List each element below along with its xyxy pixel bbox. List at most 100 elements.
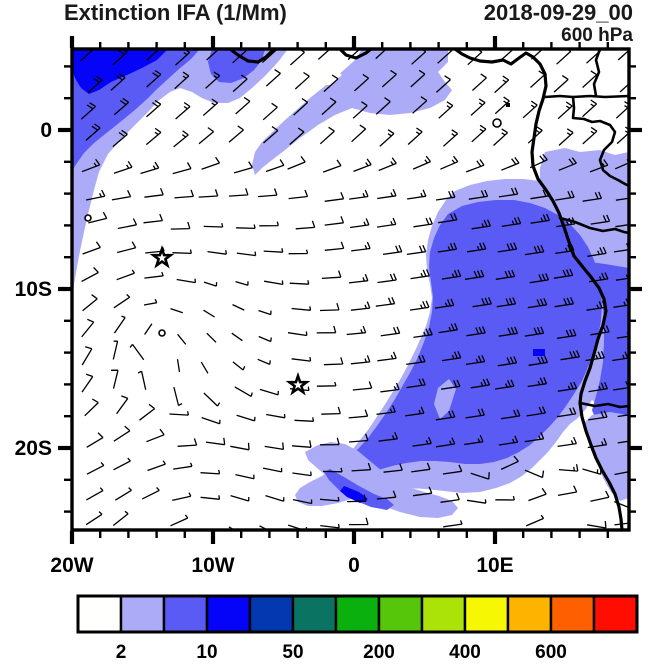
wind-barb bbox=[316, 381, 337, 387]
wind-barb bbox=[497, 242, 518, 253]
wind-barb bbox=[411, 462, 431, 473]
wind-barb bbox=[265, 494, 285, 502]
wind-barb bbox=[324, 192, 345, 202]
wind-barb bbox=[137, 370, 147, 390]
wind-barb bbox=[442, 464, 463, 475]
wind-barb bbox=[588, 410, 608, 421]
wind-barb bbox=[348, 409, 369, 419]
wind-barb bbox=[263, 280, 284, 286]
wind-barb bbox=[528, 355, 548, 366]
wind-barb bbox=[353, 158, 372, 173]
wind-barb bbox=[84, 398, 99, 417]
wind-barb bbox=[144, 323, 153, 335]
wind-barb bbox=[407, 127, 423, 145]
wind-barb bbox=[381, 69, 397, 88]
wind-barb bbox=[375, 49, 388, 60]
wind-barb bbox=[347, 49, 361, 61]
wind-barb bbox=[406, 244, 427, 256]
wind-barb bbox=[231, 332, 243, 342]
wind-barb bbox=[201, 156, 221, 170]
wind-barb bbox=[202, 98, 219, 116]
wind-barb bbox=[412, 96, 428, 114]
wind-barb bbox=[464, 435, 484, 446]
wind-barb bbox=[113, 457, 131, 471]
wind-barb bbox=[494, 75, 510, 94]
wind-barb bbox=[140, 161, 160, 175]
wind-barb bbox=[235, 280, 249, 286]
wind-barb bbox=[493, 128, 509, 146]
wind-barb bbox=[292, 498, 313, 505]
wind-barb bbox=[470, 472, 490, 480]
colorbar-tick-label: 600 bbox=[535, 642, 567, 663]
wind-barb bbox=[441, 351, 462, 362]
wind-barb bbox=[498, 187, 519, 198]
wind-barb bbox=[553, 268, 574, 279]
wind-barb bbox=[410, 69, 426, 88]
y-tick-label: 10S bbox=[15, 278, 52, 301]
wind-barb bbox=[351, 462, 372, 472]
extinction-region-2-5-coast-south bbox=[585, 412, 629, 501]
colorbar-tick-label: 50 bbox=[282, 642, 303, 663]
wind-barb bbox=[557, 485, 578, 497]
wind-barb bbox=[470, 98, 486, 116]
wind-barb bbox=[81, 266, 99, 282]
colorbar-frame bbox=[76, 594, 639, 634]
wind-barb bbox=[525, 514, 545, 527]
wind-barb bbox=[288, 249, 309, 255]
wind-barb bbox=[317, 49, 331, 60]
wind-barb bbox=[85, 123, 101, 141]
wind-barb bbox=[322, 467, 343, 473]
wind-barb bbox=[321, 270, 342, 280]
wind-barb bbox=[295, 220, 316, 230]
wind-barb bbox=[170, 514, 189, 527]
x-tick-label: 10E bbox=[476, 554, 513, 577]
colorbar-tick-label: 400 bbox=[449, 642, 481, 663]
wind-barb bbox=[177, 333, 187, 345]
wind-barb bbox=[316, 325, 337, 334]
wind-barb bbox=[81, 158, 101, 173]
wind-barb bbox=[230, 442, 250, 451]
x-tick-label: 10W bbox=[191, 554, 234, 577]
wind-barb bbox=[112, 129, 128, 148]
wind-barb bbox=[207, 250, 227, 255]
wind-barb bbox=[173, 130, 189, 148]
wind-barb bbox=[293, 97, 309, 116]
wind-barb bbox=[203, 309, 215, 318]
x-tick-label: 20W bbox=[50, 554, 93, 577]
station-marker-star bbox=[149, 245, 175, 269]
coastline bbox=[338, 49, 373, 60]
wind-barb bbox=[169, 411, 190, 416]
wind-barb bbox=[236, 414, 256, 422]
wind-barb bbox=[558, 464, 579, 472]
wind-barb bbox=[176, 278, 197, 284]
wind-barb bbox=[613, 298, 629, 308]
wind-barb bbox=[379, 129, 395, 147]
wind-barb bbox=[113, 425, 131, 442]
wind-barb bbox=[377, 189, 397, 200]
wind-barb bbox=[113, 97, 130, 116]
wind-barb bbox=[612, 351, 629, 362]
wind-barb bbox=[145, 127, 162, 146]
wind-barb bbox=[412, 436, 432, 447]
extinction-region-10-25-topleft bbox=[72, 49, 168, 94]
wind-barb bbox=[380, 382, 400, 393]
wind-barb bbox=[582, 70, 598, 88]
wind-barb bbox=[289, 49, 305, 66]
colorbar-cell bbox=[76, 594, 123, 634]
extinction-region-10-25-comma bbox=[340, 486, 368, 503]
wind-barb bbox=[85, 511, 103, 526]
wind-barb bbox=[582, 99, 598, 118]
wind-barb bbox=[522, 100, 538, 119]
wind-barb bbox=[294, 71, 310, 90]
island-dot bbox=[506, 103, 510, 107]
wind-barb bbox=[264, 442, 285, 451]
wind-barb bbox=[351, 241, 371, 252]
wind-barb bbox=[262, 467, 283, 473]
wind-barb bbox=[319, 303, 340, 312]
wind-barb bbox=[465, 354, 486, 366]
wind-barb bbox=[200, 495, 221, 500]
wind-barb bbox=[589, 159, 609, 173]
wind-barb bbox=[172, 162, 192, 175]
wind-barb bbox=[172, 492, 192, 502]
wind-barb bbox=[110, 73, 126, 91]
